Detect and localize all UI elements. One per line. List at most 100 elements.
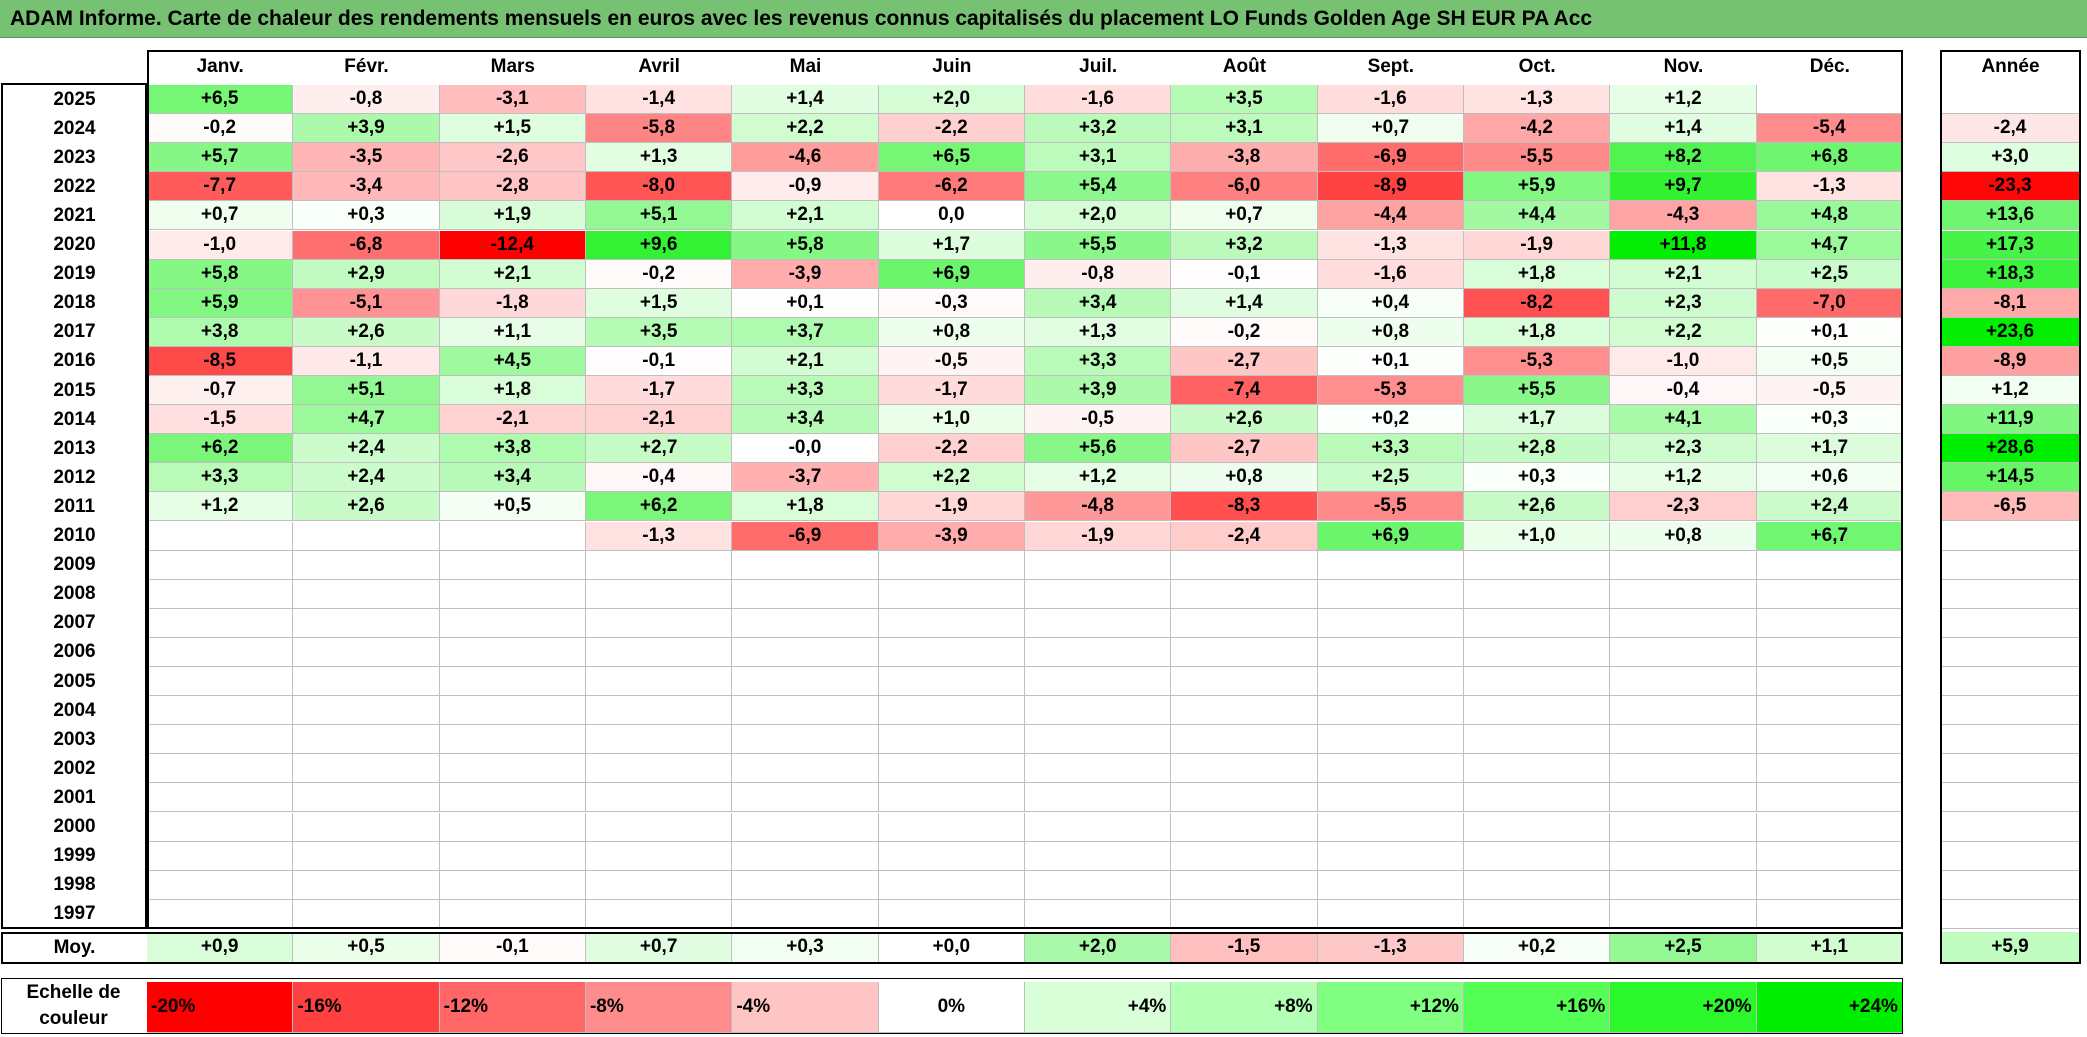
heatmap-cell (147, 870, 294, 900)
heatmap-cell (147, 608, 294, 638)
heatmap-cell: -8,0 (585, 172, 733, 202)
heatmap-cell: +0,8 (1317, 317, 1464, 347)
heatmap-cell (585, 696, 733, 726)
heatmap-cell: -5,3 (1463, 346, 1611, 376)
year-label: 1998 (53, 874, 96, 896)
heatmap-cell (585, 550, 733, 580)
heatmap-cell: +2,4 (293, 434, 440, 464)
color-scale-stop: +16% (1463, 982, 1611, 1033)
heatmap-cell (878, 725, 1025, 755)
heatmap-cell: -3,4 (293, 172, 440, 202)
heatmap-cell: -4,3 (1610, 201, 1757, 231)
heatmap-cell (1024, 608, 1172, 638)
month-header: Sept. (1367, 55, 1415, 77)
heatmap-cell: +2,0 (878, 85, 1025, 115)
heatmap-cell: -5,5 (1317, 492, 1464, 522)
heatmap-cell: +0,4 (1317, 288, 1464, 318)
year-label: 2020 (53, 234, 96, 256)
heatmap-cell: +5,9 (1463, 172, 1611, 202)
month-header: Déc. (1809, 55, 1850, 77)
heatmap-cell: +6,9 (1317, 521, 1464, 551)
heatmap-cell (1317, 725, 1464, 755)
year-label: 2009 (53, 554, 96, 576)
heatmap-cell: -2,1 (439, 405, 586, 435)
heatmap-cell: +3,3 (1317, 434, 1464, 464)
heatmap-cell (1756, 608, 1903, 638)
heatmap-cell (1171, 725, 1318, 755)
average-cell: +0,0 (878, 931, 1025, 964)
heatmap-cell (1463, 579, 1611, 609)
heatmap-cell: -5,1 (293, 288, 440, 318)
heatmap-cell (1756, 637, 1903, 667)
heatmap-cell (439, 899, 586, 929)
heatmap-cell (1024, 667, 1172, 697)
heatmap-cell: +6,5 (878, 143, 1025, 173)
heatmap-cell: +2,5 (1317, 463, 1464, 493)
color-scale-stop: +8% (1171, 982, 1318, 1033)
heatmap-cell (1171, 754, 1318, 784)
heatmap-cell: +4,7 (1756, 230, 1903, 260)
average-cell: +2,0 (1024, 931, 1172, 964)
heatmap-cell (732, 754, 879, 784)
heatmap-cell: +1,3 (1024, 317, 1172, 347)
heatmap-cell (1463, 550, 1611, 580)
year-label: 2000 (53, 816, 96, 838)
year-label: 2008 (53, 583, 96, 605)
heatmap-cell: -1,9 (1024, 521, 1172, 551)
heatmap-cell (732, 637, 879, 667)
heatmap-cell: +1,4 (1610, 114, 1757, 144)
annual-cell (1940, 521, 2081, 551)
heatmap-cell: +0,5 (1756, 346, 1903, 376)
heatmap-cell: -0,5 (1756, 376, 1903, 406)
heatmap-cell: -0,2 (1171, 317, 1318, 347)
annual-cell (1940, 899, 2081, 929)
heatmap-cell (878, 783, 1025, 813)
heatmap-cell (878, 841, 1025, 871)
year-label: 2024 (53, 117, 96, 139)
color-scale-stop: +4% (1024, 982, 1172, 1033)
heatmap-cell: +2,8 (1463, 434, 1611, 464)
heatmap-cell (1756, 667, 1903, 697)
heatmap-cell: +1,0 (1463, 521, 1611, 551)
heatmap-cell (732, 608, 879, 638)
heatmap-cell (1171, 579, 1318, 609)
heatmap-cell: -7,7 (147, 172, 294, 202)
heatmap-cell: -0,8 (293, 85, 440, 115)
year-label: 2005 (53, 670, 96, 692)
color-scale-stop: -20% (147, 982, 294, 1033)
heatmap-cell: +0,3 (293, 201, 440, 231)
heatmap-cell: +5,4 (1024, 172, 1172, 202)
heatmap-cell (439, 754, 586, 784)
average-cell: +2,5 (1610, 931, 1757, 964)
heatmap-cell (439, 841, 586, 871)
heatmap-cell (1610, 841, 1757, 871)
heatmap-cell (1463, 870, 1611, 900)
heatmap-cell: -8,3 (1171, 492, 1318, 522)
heatmap-cell: +1,2 (147, 492, 294, 522)
heatmap-cell (1463, 812, 1611, 842)
heatmap-cell (147, 725, 294, 755)
heatmap-cell (1610, 870, 1757, 900)
heatmap-cell (1171, 899, 1318, 929)
heatmap-cell (1463, 725, 1611, 755)
heatmap-cell: -6,9 (732, 521, 879, 551)
heatmap-cell: -0,8 (1024, 259, 1172, 289)
heatmap-cell: +1,8 (1463, 317, 1611, 347)
heatmap-cell: -0,4 (585, 463, 733, 493)
heatmap-cell (1756, 783, 1903, 813)
heatmap-cell (1024, 696, 1172, 726)
heatmap-cell (1610, 783, 1757, 813)
year-label: 2015 (53, 379, 96, 401)
annual-cell (1940, 637, 2081, 667)
heatmap-cell: +2,6 (1171, 405, 1318, 435)
year-label: 2016 (53, 350, 96, 372)
heatmap-cell: +3,7 (732, 317, 879, 347)
heatmap-cell: -1,8 (439, 288, 586, 318)
heatmap-cell: +5,5 (1463, 376, 1611, 406)
heatmap-cell (1756, 85, 1903, 115)
heatmap-cell: +3,9 (293, 114, 440, 144)
average-cell: -1,3 (1317, 931, 1464, 964)
heatmap-cell: +0,7 (1317, 114, 1464, 144)
annual-cell: +23,6 (1940, 317, 2081, 347)
heatmap-cell: +5,6 (1024, 434, 1172, 464)
